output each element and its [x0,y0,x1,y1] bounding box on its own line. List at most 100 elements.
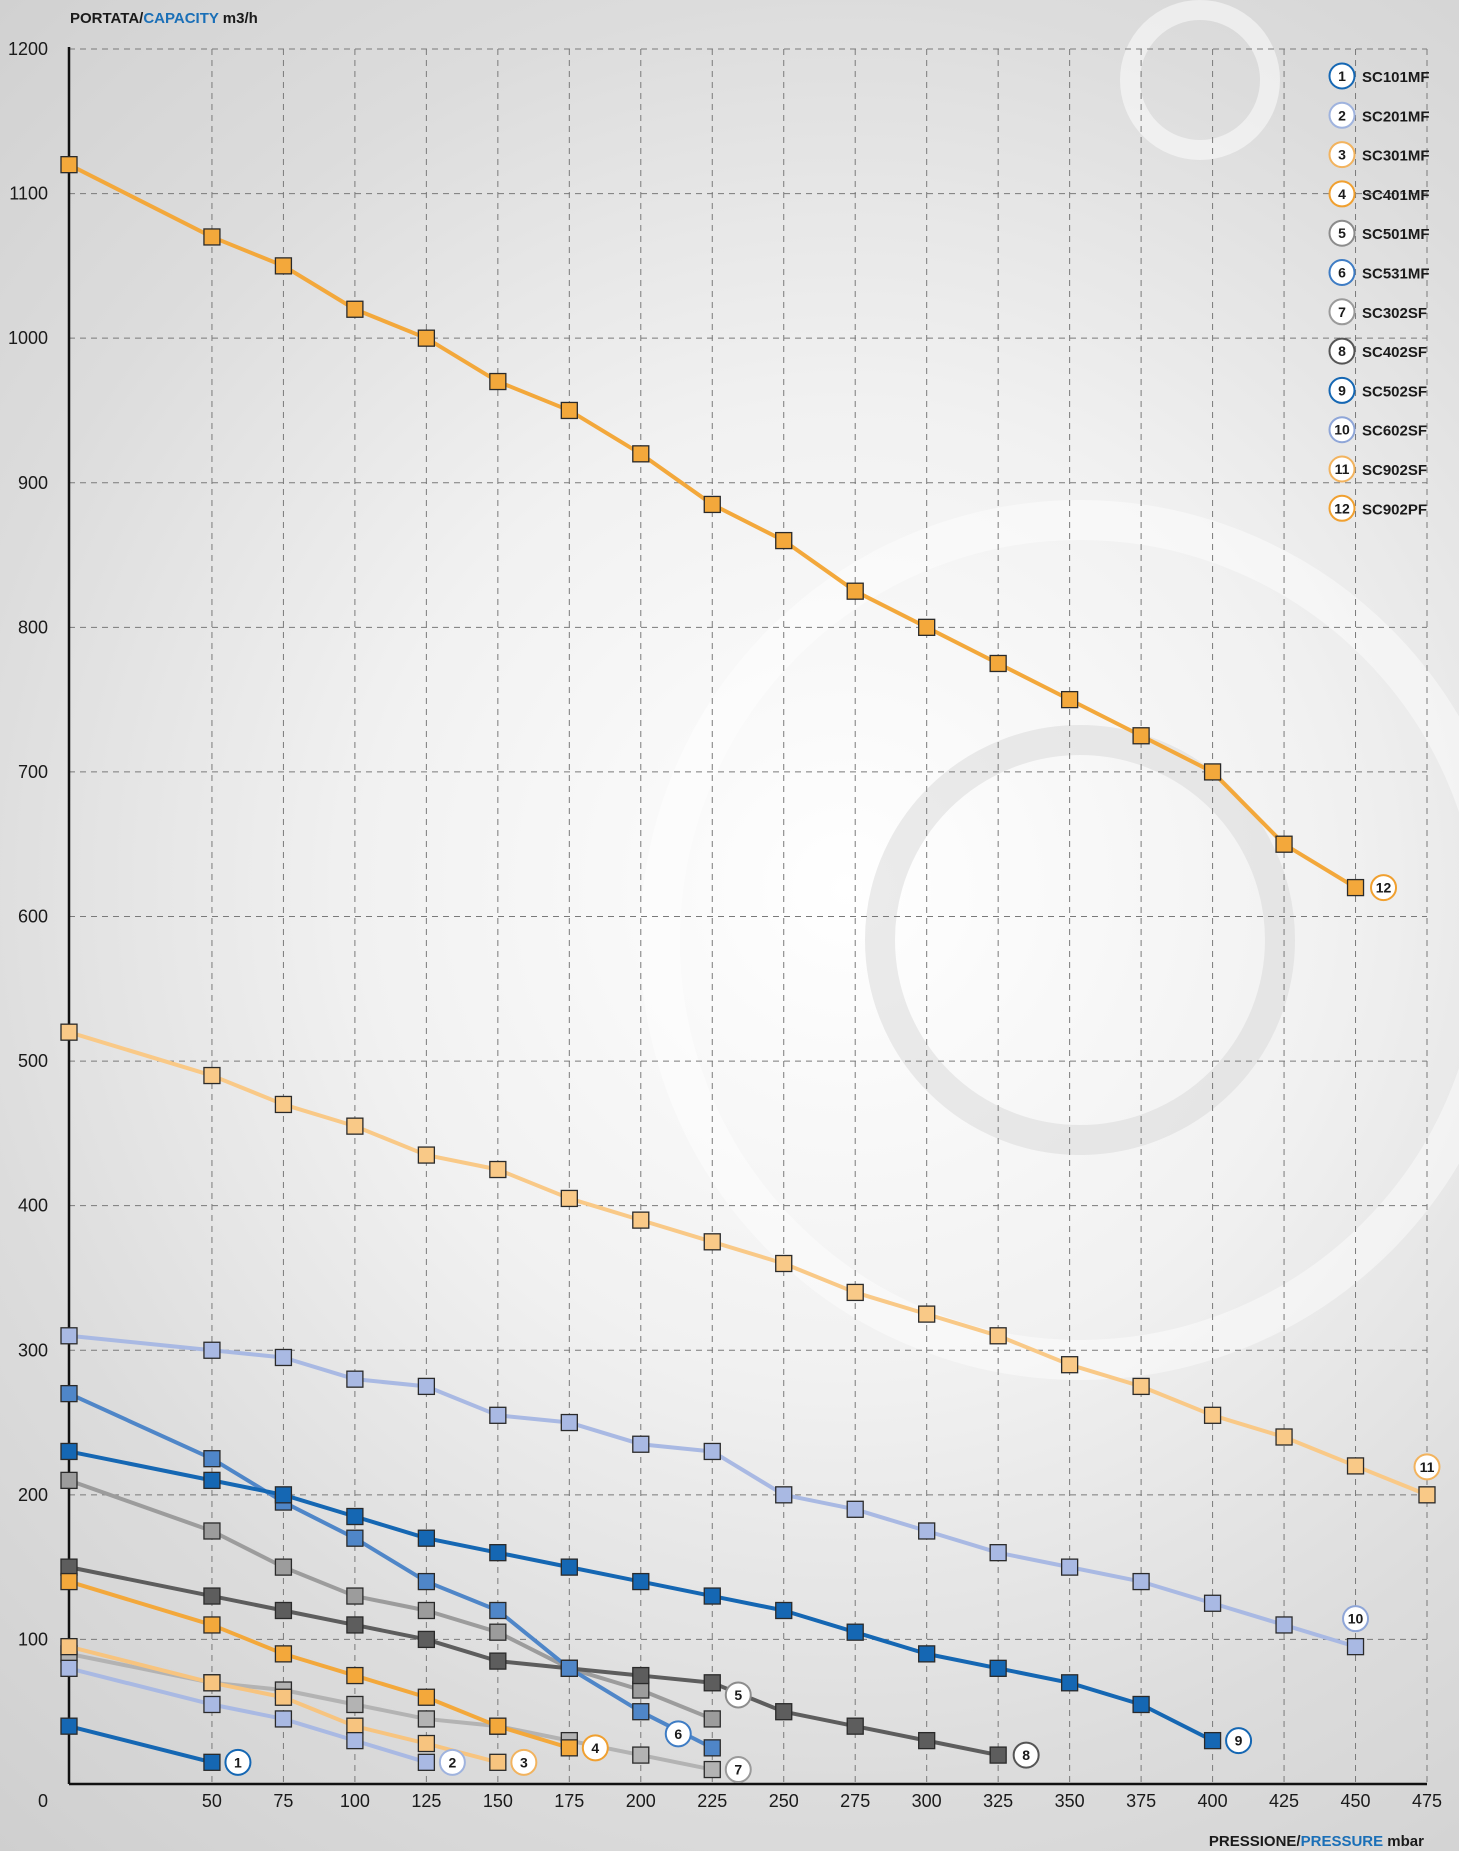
data-point [489,1160,507,1179]
y-tick-label: 0 [38,1791,48,1811]
badge-circle [1342,1605,1370,1633]
data-point [274,1645,293,1663]
legend-label: SC602SF [1362,423,1427,440]
badge-number: 1 [234,1754,242,1770]
x-axis-title: PRESSIONE/PRESSURE mbar [1209,1833,1424,1850]
x-tick-label: 50 [202,1791,222,1811]
data-point [346,1117,364,1135]
series-line [68,1333,1357,1649]
series-badge-3: 3 [510,1748,538,1776]
data-point [989,1327,1007,1345]
data-point [1132,1695,1150,1714]
data-point [274,1601,293,1620]
legend-badge [1328,180,1356,208]
data-point [346,1587,364,1605]
y-axis-ticks: 0 100 200 300 400 500 600 700 800 900 1000 1100 1200 [8,39,48,1811]
x-axis-title-part-1: PRESSIONE/ [1209,1833,1302,1850]
bg-ring-inner [865,725,1295,1155]
data-point [632,1211,650,1229]
legend-number: 5 [1338,225,1346,241]
data-point [417,1710,436,1728]
y-tick-label: 900 [18,473,48,493]
bg-ring-outer [640,500,1459,1380]
y-axis-title-part-1: PORTATA/ [70,10,144,27]
data-point [918,1731,936,1750]
x-tick-label: 350 [1055,1791,1085,1811]
data-point [203,1616,221,1634]
legend-label: SC531MF [1362,266,1430,283]
data-point [417,1377,436,1396]
legend-number: 10 [1334,422,1350,438]
data-point [918,1305,936,1323]
data-point [203,1450,221,1468]
bg-boss [1120,0,1280,160]
data-point [346,1695,364,1714]
legend-label: SC301MF [1362,148,1430,165]
data-point [703,1587,721,1605]
x-tick-label: 375 [1126,1791,1156,1811]
legend-item-SC902PF: 12 SC902PF [1328,494,1427,522]
data-point [632,445,650,463]
legend: 1 SC101MF 2 SC201MF 3 SC301MF 4 SC401MF 5 SC501MF… [1328,62,1430,522]
data-point [60,1327,78,1345]
data-point [60,1572,78,1591]
legend-number: 11 [1335,461,1350,477]
data-point [489,1717,507,1735]
x-tick-label: 225 [697,1791,727,1811]
series-badge-10: 10 [1342,1605,1370,1633]
series-SC302SF [60,1645,721,1779]
data-point [1203,1731,1222,1750]
badge-circle [510,1748,538,1776]
badge-number: 9 [1235,1733,1243,1749]
legend-badge [1328,219,1356,247]
legend-label: SC501MF [1362,226,1430,243]
series-line [68,1030,1428,1497]
badge-circle [664,1720,692,1748]
legend-number: 12 [1334,500,1350,516]
grid [69,48,1428,1784]
data-point [846,1500,864,1518]
y-tick-label: 400 [18,1196,48,1216]
data-point [560,401,578,420]
data-point [775,1601,793,1620]
data-point [1060,690,1079,709]
series-badge-4: 4 [581,1734,609,1762]
data-point [1346,878,1365,897]
x-tick-label: 400 [1198,1791,1228,1811]
data-point [1060,1356,1079,1374]
legend-item-SC302SF: 7 SC302SF [1328,298,1427,326]
legend-badge [1328,416,1356,444]
data-point [203,1587,221,1605]
legend-item-SC902SF: 11 SC902SF [1328,455,1427,483]
data-point [60,1659,78,1677]
data-point [918,1522,936,1540]
legend-badge [1328,298,1356,326]
legend-item-SC402SF: 8 SC402SF [1328,337,1427,365]
data-point [417,1734,436,1753]
data-point [203,1674,221,1692]
data-point [60,1637,78,1656]
y-axis-title-part-3: m3/h [219,10,258,27]
legend-item-SC101MF: 1 SC101MF [1328,62,1430,90]
data-point [1275,835,1293,853]
y-tick-label: 1000 [8,328,48,348]
x-tick-label: 100 [340,1791,370,1811]
series-SC602SF [60,1327,1365,1656]
legend-badge [1328,141,1356,169]
axes [67,47,1427,1786]
data-point [274,1710,293,1728]
data-point [417,1529,436,1547]
data-point [417,1630,436,1649]
x-tick-label: 150 [483,1791,513,1811]
data-point [203,1066,221,1085]
data-point [560,1659,578,1677]
legend-number: 7 [1338,304,1346,320]
x-tick-label: 250 [769,1791,799,1811]
data-point [1060,1674,1079,1692]
series-badge-5: 5 [724,1681,752,1709]
y-tick-label: 300 [18,1340,48,1360]
data-point [417,1601,436,1620]
data-point [1346,1637,1365,1656]
data-point [489,372,507,391]
series-SC201MF [60,1659,436,1771]
